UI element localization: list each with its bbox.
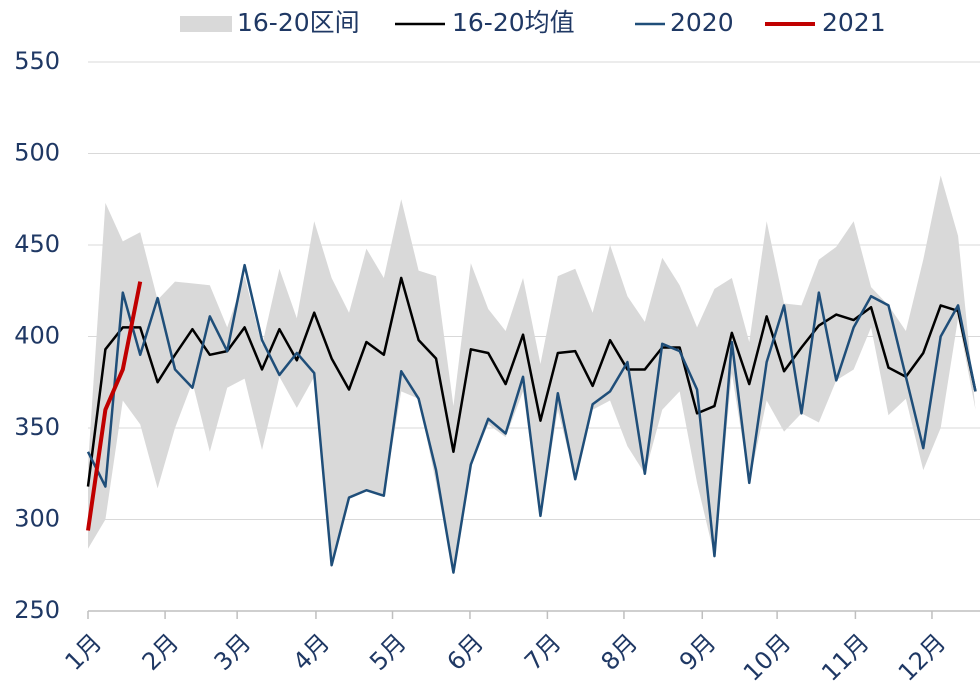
x-tick-label: 11月: [816, 628, 874, 686]
x-tick-label: 12月: [893, 628, 951, 686]
legend-label: 16-20均值: [452, 8, 575, 37]
plot-area: [86, 175, 977, 574]
legend-label: 16-20区间: [237, 8, 360, 37]
x-tick-label: 5月: [364, 628, 412, 676]
x-tick-label: 3月: [209, 628, 257, 676]
series-line: [86, 263, 977, 574]
legend-label: 2021: [822, 8, 886, 37]
series-line: [86, 281, 143, 531]
x-tick-label: 6月: [442, 628, 490, 676]
x-tick-label: 1月: [60, 628, 108, 676]
x-tick-label: 9月: [674, 628, 722, 676]
y-tick-label: 500: [14, 139, 60, 167]
y-tick-label: 450: [14, 230, 60, 258]
y-tick-label: 350: [14, 413, 60, 441]
x-tick-label: 2月: [137, 628, 185, 676]
series-line: [86, 276, 977, 487]
x-tick-label: 4月: [288, 628, 336, 676]
y-tick-label: 300: [14, 505, 60, 533]
x-tick-label: 7月: [519, 628, 567, 676]
y-tick-label: 550: [14, 47, 60, 75]
y-tick-label: 250: [14, 596, 60, 624]
x-tick-label: 8月: [596, 628, 644, 676]
legend-label: 2020: [670, 8, 734, 37]
y-tick-label: 400: [14, 322, 60, 350]
legend-swatch: [180, 16, 232, 32]
x-tick-label: 10月: [738, 628, 796, 686]
